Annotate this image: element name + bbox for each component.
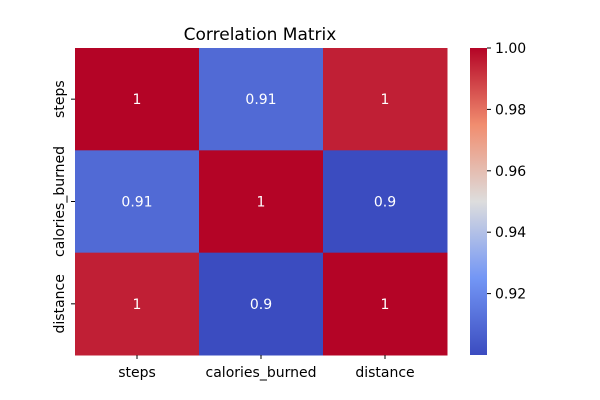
- cell-value-label: 1: [381, 92, 390, 108]
- cell-value-label: 0.9: [374, 195, 396, 211]
- column-label: calories_burned: [206, 365, 317, 381]
- cell-value-label: 1: [133, 92, 142, 108]
- colorbar-ticks: 0.92 0.94 0.96 0.98 1.00: [487, 41, 526, 303]
- cell-value-label: 0.9: [250, 297, 272, 313]
- colorbar-tick-label: 1.00: [495, 41, 526, 57]
- column-label: distance: [355, 365, 414, 381]
- heatmap-cell: [323, 48, 448, 151]
- column-labels: steps calories_burned distance: [118, 355, 415, 381]
- heatmap-cells: 1 0.91 10.91 1 0.91 0.9 1: [75, 48, 448, 356]
- row-label: distance: [52, 274, 68, 333]
- cell-value-label: 1: [257, 195, 266, 211]
- chart-title: Correlation Matrix: [184, 25, 337, 45]
- column-label: steps: [118, 365, 156, 381]
- heatmap-cell: [323, 150, 448, 254]
- heatmap-cell: [75, 48, 200, 151]
- row-label: calories_burned: [52, 146, 68, 257]
- row-label: steps: [52, 80, 68, 118]
- colorbar: 0.92 0.94 0.96 0.98 1.00: [470, 41, 526, 355]
- cell-value-label: 1: [381, 297, 390, 313]
- heatmap-cell: [75, 252, 200, 356]
- heatmap-cell: [75, 150, 200, 254]
- cell-value-label: 0.91: [121, 195, 152, 211]
- heatmap-cell: [199, 150, 324, 254]
- colorbar-tick-label: 0.92: [495, 287, 526, 303]
- colorbar-tick-label: 0.96: [495, 164, 526, 180]
- colorbar-tick-label: 0.98: [495, 102, 526, 118]
- heatmap-cell: [323, 252, 448, 356]
- heatmap-cell: [199, 48, 324, 151]
- colorbar-gradient: [470, 48, 487, 355]
- row-labels: steps calories_burned distance: [52, 80, 75, 333]
- cell-value-label: 0.91: [245, 92, 276, 108]
- colorbar-tick-label: 0.94: [495, 225, 526, 241]
- cell-value-label: 1: [133, 297, 142, 313]
- heatmap-cell: [199, 252, 324, 356]
